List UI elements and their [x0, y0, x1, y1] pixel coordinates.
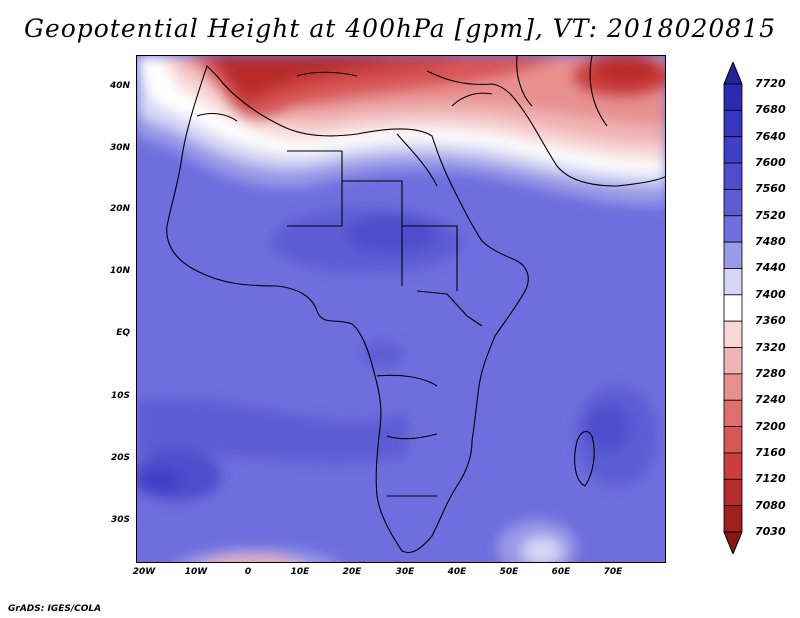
colorbar-level-label: 7240	[755, 393, 786, 407]
lat-label-20s: 20S	[110, 453, 130, 463]
colorbar-level-label: 7030	[755, 525, 786, 538]
colorbar-boxes	[723, 83, 743, 533]
colorbar-level-label: 7360	[755, 314, 786, 328]
colorbar-level-label: 7400	[755, 287, 786, 301]
lat-label-eq: EQ	[116, 328, 130, 338]
lat-label-20n: 20N	[109, 204, 130, 214]
colorbar-box	[723, 136, 743, 164]
colorbar-box	[723, 109, 743, 138]
colorbar-box	[723, 83, 743, 111]
lon-label-50e: 50E	[499, 567, 519, 577]
colorbar	[723, 62, 743, 554]
colorbar-box	[723, 294, 743, 322]
lon-label-70e: 70E	[603, 567, 623, 577]
lon-label-20e: 20E	[342, 567, 362, 577]
geopotential-field	[137, 56, 665, 562]
lat-label-10s: 10S	[110, 391, 130, 401]
lat-label-40n: 40N	[109, 81, 130, 91]
colorbar-level-label: 7280	[755, 366, 786, 380]
chart-title: Geopotential Height at 400hPa [gpm], VT:…	[23, 14, 777, 43]
colorbar-box	[723, 399, 743, 427]
colorbar-top-arrow	[723, 62, 743, 85]
colorbar-level-label: 7200	[755, 419, 786, 433]
colorbar-box	[723, 268, 743, 296]
map-panel	[136, 55, 666, 563]
colorbar-level-label: 7560	[755, 182, 786, 196]
colorbar-box	[723, 162, 743, 190]
colorbar-level-label: 7480	[755, 235, 786, 249]
colorbar-box	[723, 347, 743, 375]
colorbar-level-label: 7080	[755, 498, 786, 512]
colorbar-level-label: 7520	[755, 208, 786, 222]
colorbar-box	[723, 241, 743, 269]
lon-label-20w: 20W	[132, 567, 156, 577]
colorbar-box	[723, 215, 743, 243]
colorbar-box	[723, 426, 743, 454]
footer-credit: GrADS: IGES/COLA	[8, 604, 102, 614]
lon-label-0: 0	[244, 567, 252, 577]
colorbar-level-label: 7720	[755, 77, 786, 90]
lon-label-10e: 10E	[290, 567, 310, 577]
lon-label-40e: 40E	[447, 567, 467, 577]
lon-label-10w: 10W	[184, 567, 208, 577]
colorbar-box	[723, 373, 743, 401]
colorbar-box	[723, 505, 743, 533]
lat-label-30s: 30S	[110, 515, 130, 525]
colorbar-bottom-arrow	[723, 531, 743, 554]
colorbar-box	[723, 478, 743, 507]
coastlines	[166, 56, 665, 554]
colorbar-box	[723, 452, 743, 480]
colorbar-level-label: 7160	[755, 445, 786, 459]
colorbar-level-label: 7640	[755, 129, 786, 143]
colorbar-level-label: 7440	[755, 261, 786, 275]
colorbar-box	[723, 189, 743, 217]
colorbar-level-label: 7120	[755, 472, 786, 486]
colorbar-level-label: 7680	[755, 103, 786, 117]
lat-label-10n: 10N	[109, 266, 130, 276]
lat-label-30n: 30N	[109, 143, 130, 153]
colorbar-box	[723, 320, 743, 348]
colorbar-level-label: 7320	[755, 340, 786, 354]
lon-label-30e: 30E	[395, 567, 415, 577]
colorbar-level-label: 7600	[755, 156, 786, 170]
lon-label-60e: 60E	[551, 567, 571, 577]
